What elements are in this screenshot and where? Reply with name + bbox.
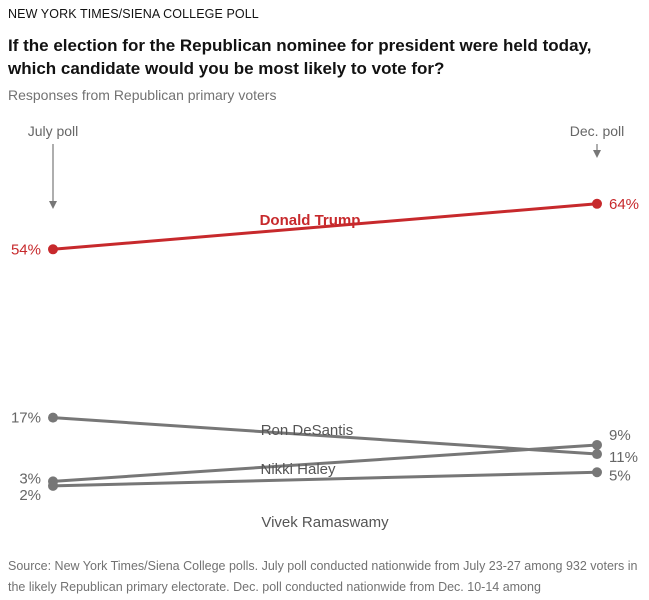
point-ron-desantis-dec: [592, 449, 602, 460]
series-line-ron-desantis: [52, 416, 598, 456]
value-label-nikki-haley-dec: 9%: [609, 427, 631, 444]
point-donald-trump-july: [48, 244, 58, 255]
value-label-nikki-haley-july: 3%: [19, 470, 41, 487]
series-line-vivek-ramaswamy: [52, 470, 598, 488]
value-label-donald-trump-dec: 64%: [609, 196, 639, 213]
column-label-july: July poll: [28, 123, 79, 139]
value-label-vivek-ramaswamy-dec: 5%: [609, 467, 631, 484]
point-vivek-ramaswamy-july: [48, 480, 58, 491]
point-nikki-haley-dec: [592, 439, 602, 450]
series-line-nikki-haley: [52, 443, 598, 483]
column-label-dec: Dec. poll: [570, 123, 624, 139]
point-vivek-ramaswamy-dec: [592, 467, 602, 478]
series-label-vivek-ramaswamy: Vivek Ramaswamy: [261, 514, 389, 531]
chart-title: If the election for the Republican nomin…: [8, 36, 592, 78]
chart-kicker: NEW YORK TIMES/SIENA COLLEGE POLL: [8, 7, 259, 21]
value-label-donald-trump-july: 54%: [11, 241, 41, 258]
arrow-head-dec: [593, 150, 601, 158]
arrow-head-july: [49, 201, 57, 209]
series-label-ron-desantis: Ron DeSantis: [261, 422, 354, 439]
source-note: Source: New York Times/Siena College pol…: [8, 559, 638, 594]
value-label-vivek-ramaswamy-july: 2%: [19, 487, 41, 504]
series-line-donald-trump: [52, 202, 598, 251]
series-label-donald-trump: Donald Trump: [260, 212, 361, 229]
value-label-ron-desantis-dec: 11%: [609, 449, 638, 466]
point-ron-desantis-july: [48, 412, 58, 423]
point-donald-trump-dec: [592, 198, 602, 209]
series-label-nikki-haley: Nikki Haley: [260, 461, 336, 478]
value-label-ron-desantis-july: 17%: [11, 410, 41, 427]
chart-subtitle: Responses from Republican primary voters: [8, 87, 277, 103]
